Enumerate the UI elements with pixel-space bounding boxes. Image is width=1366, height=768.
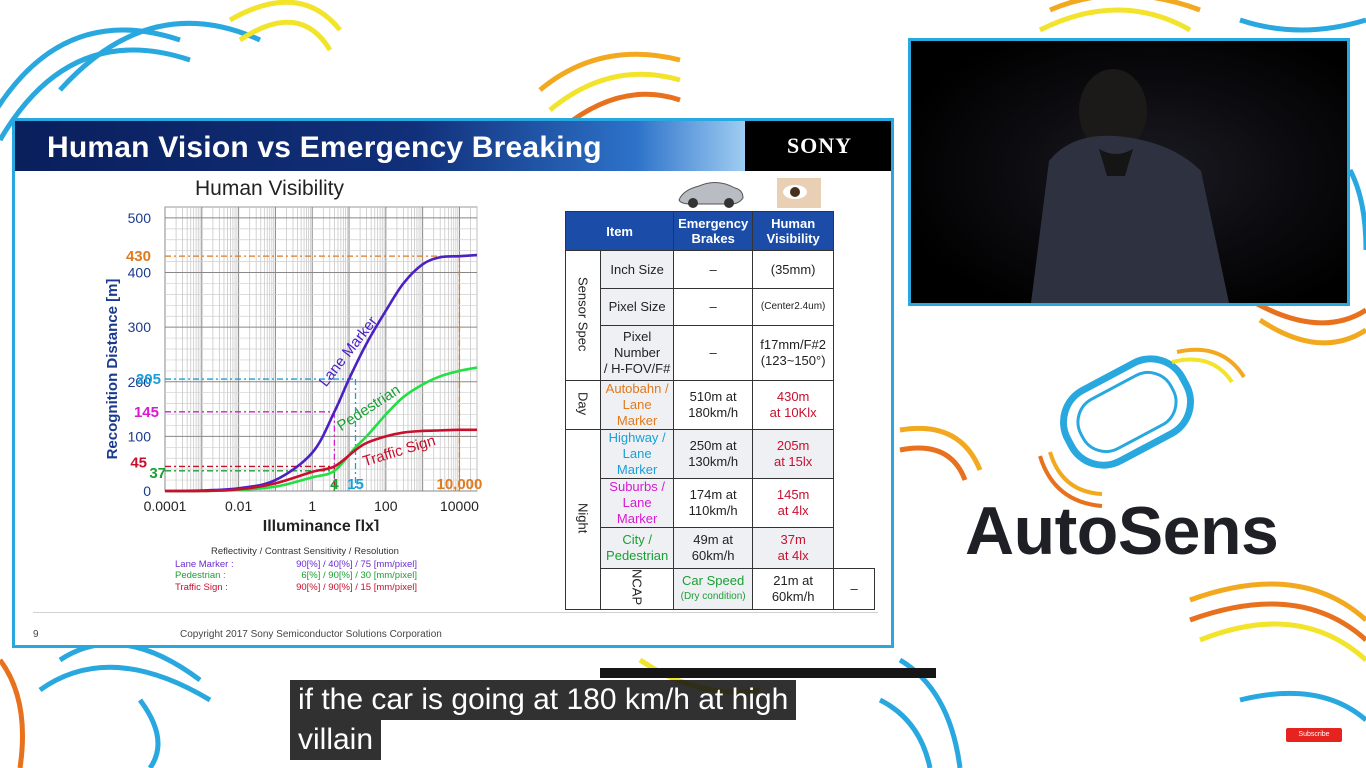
presentation-slide: Human Vision vs Emergency Breaking SONY … <box>12 118 894 648</box>
annotation-label: 37 <box>149 465 166 482</box>
legend-header: Reflectivity / Contrast Sensitivity / Re… <box>211 546 399 557</box>
table-row: City / Pedestrian 49m at 60km/h 37m at 4… <box>566 527 875 569</box>
y-tick-label: 0 <box>143 483 151 499</box>
legend-name: Lane Marker : <box>175 558 234 570</box>
series-line-traffic-sign <box>164 428 478 493</box>
table-row: Sensor Spec Inch Size – (35mm) <box>565 250 875 381</box>
row-item: Car Speed (Dry condition) <box>673 568 753 610</box>
row-human: 430m at 10Klx <box>751 380 835 430</box>
row-item: Inch Size <box>599 250 675 289</box>
bg-arc-group-bottomright <box>1189 581 1366 722</box>
group-sensor-spec: Sensor Spec <box>565 250 601 381</box>
autosens-car-icon <box>1038 347 1246 508</box>
x-tick-label: 0.01 <box>225 498 252 514</box>
table-row: NCAP Car Speed (Dry condition) 21m at 60… <box>566 568 875 610</box>
annotation-label: 45 <box>130 454 147 471</box>
row-emergency: 174m at 110km/h <box>673 478 753 528</box>
row-human: 145m at 4lx <box>751 478 835 528</box>
annotation-label: 430 <box>126 248 151 265</box>
x-tick-label: 1 <box>308 498 316 514</box>
row-item-sub: (Dry condition) <box>680 591 746 602</box>
row-human: f17mm/F#2 (123~150°) <box>751 325 835 381</box>
bg-arc-group-topleft <box>0 0 342 142</box>
page-number: 9 <box>33 629 39 640</box>
y-tick-label: 500 <box>128 210 152 226</box>
caption-prev-line <box>600 668 936 678</box>
table-row: Day Autobahn / Lane Marker 510m at 180km… <box>565 380 875 430</box>
autosens-logo: AutoSens <box>965 493 1279 569</box>
group-day: Day <box>565 380 601 430</box>
row-item-label: Car Speed <box>682 573 745 588</box>
row-item: Suburbs / Lane Marker <box>599 478 675 528</box>
y-tick-label: 300 <box>128 319 152 335</box>
table-row: Pixel Size – (Center2.4um) <box>566 288 875 326</box>
row-emergency: 21m at 60km/h <box>751 568 835 610</box>
subscribe-button[interactable]: Subscribe <box>1286 728 1342 742</box>
row-emergency: – <box>673 288 753 326</box>
x-annotation-label: 10,000 <box>436 476 482 493</box>
legend-value: 90[%] / 40[%] / 75 [mm/pixel] <box>296 558 417 570</box>
group-ncap: NCAP <box>599 568 675 610</box>
table-row: Night Highway / Lane Marker 250m at 130k… <box>565 429 875 610</box>
car-icon <box>678 182 744 208</box>
row-emergency: 510m at 180km/h <box>673 380 753 430</box>
row-emergency: – <box>673 250 753 289</box>
table-header-row: Item Emergency Brakes Human Visibility <box>564 211 875 251</box>
y-axis-label: Recognition Distance [m] <box>104 279 121 460</box>
header-item: Item <box>564 211 675 251</box>
spec-table: Item Emergency Brakes Human Visibility S… <box>564 211 875 610</box>
speaker-silhouette <box>911 41 1347 303</box>
chart-title: Human Visibility <box>195 177 344 200</box>
x-tick-label: 100 <box>374 498 398 514</box>
sony-logo: SONY <box>745 121 891 171</box>
row-emergency: 250m at 130km/h <box>673 429 753 479</box>
legend-name: Pedestrian : <box>175 570 226 581</box>
eye-icon <box>777 178 821 208</box>
slide-icons <box>678 178 821 208</box>
row-human: (35mm) <box>751 250 835 289</box>
legend-value: 90[%] / 90[%] / 15 [mm/pixel] <box>296 581 417 593</box>
row-item: Highway / Lane Marker <box>599 429 675 479</box>
x-annotation-label: 4 <box>330 476 339 493</box>
legend-name: Traffic Sign : <box>175 581 228 593</box>
header-human: Human Visibility <box>751 211 835 251</box>
slide-title: Human Vision vs Emergency Breaking <box>47 131 602 164</box>
table-row: Pixel Number / H-FOV/F# – f17mm/F#2 (123… <box>566 325 875 381</box>
row-human: 205m at 15lx <box>751 429 835 479</box>
slide-title-bar: Human Vision vs Emergency Breaking <box>15 121 745 171</box>
legend-row-pedestrian: Pedestrian : 6[%] / 90[%] / 30 [mm/pixel… <box>175 570 417 582</box>
x-tick-label: 10000 <box>440 498 479 514</box>
visibility-chart: 0 100 200 300 400 500 0.0001 0.01 1 100 10000 Illum… <box>104 206 482 531</box>
row-emergency: – <box>673 325 753 381</box>
y-tick-label: 400 <box>128 265 152 281</box>
row-human: – <box>833 568 875 610</box>
caption-line-1: if the car is going at 180 km/h at high <box>290 680 797 720</box>
speaker-webcam <box>908 38 1350 306</box>
chart-legend: Reflectivity / Contrast Sensitivity / Re… <box>175 546 417 593</box>
group-night: Night <box>565 429 601 610</box>
caption-line-2: villain <box>290 720 382 760</box>
legend-value: 6[%] / 90[%] / 30 [mm/pixel] <box>301 570 417 581</box>
table-row: Suburbs / Lane Marker 174m at 110km/h 14… <box>566 478 875 528</box>
annotation-label: 145 <box>134 404 159 421</box>
row-item: City / Pedestrian <box>599 527 675 569</box>
footer-divider <box>33 612 878 613</box>
row-human: (Center2.4um) <box>751 288 835 326</box>
y-tick-label: 100 <box>128 428 152 444</box>
x-annotation-label: 15 <box>347 476 364 493</box>
row-item: Pixel Number / H-FOV/F# <box>599 325 675 381</box>
y-tick-label: 200 <box>128 374 152 390</box>
x-axis-label: Illuminance [lx] <box>263 518 379 531</box>
row-human: 37m at 4lx <box>751 527 835 569</box>
legend-row-traffic-sign: Traffic Sign : 90[%] / 90[%] / 15 [mm/pi… <box>175 582 417 594</box>
copyright-text: Copyright 2017 Sony Semiconductor Soluti… <box>180 629 442 640</box>
row-emergency: 49m at 60km/h <box>673 527 753 569</box>
row-item: Autobahn / Lane Marker <box>599 380 675 430</box>
x-tick-label: 0.0001 <box>144 498 187 514</box>
legend-row-lane: Lane Marker : 90[%] / 40[%] / 75 [mm/pix… <box>175 559 417 571</box>
row-item: Pixel Size <box>599 288 675 326</box>
annotation-label: 205 <box>136 371 161 388</box>
bg-arc-group-topright <box>1038 0 1366 33</box>
header-emergency: Emergency Brakes <box>673 211 753 251</box>
